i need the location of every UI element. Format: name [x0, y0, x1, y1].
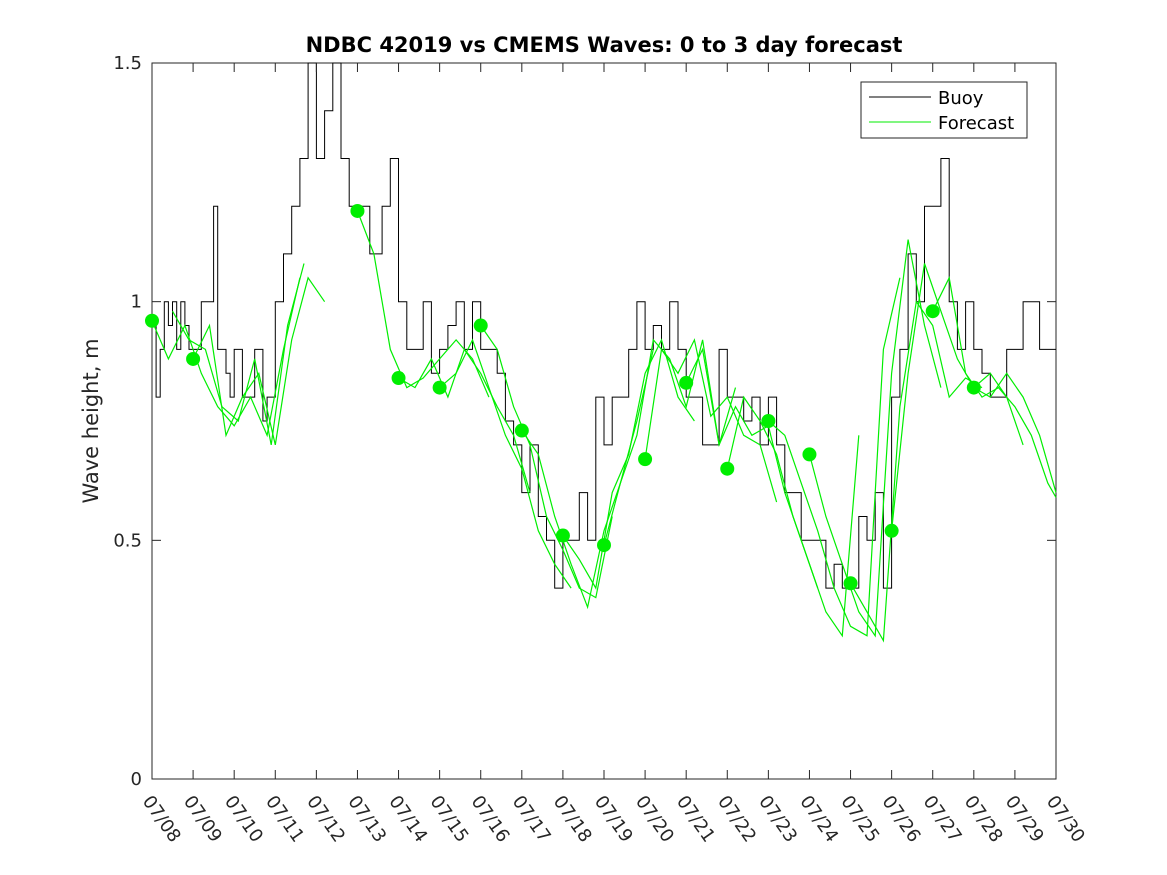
x-tick-label: 07/17 — [508, 792, 555, 847]
forecast-start-marker — [391, 371, 406, 386]
x-tick-label: 07/29 — [1001, 792, 1048, 847]
y-axis: 0 0.5 1 1.5 — [113, 53, 1056, 790]
y-tick-label: 0.5 — [113, 530, 142, 551]
plot-area — [145, 62, 1057, 780]
x-tick-label: 07/23 — [754, 792, 801, 847]
y-tick-label: 1.5 — [113, 53, 142, 74]
forecast-run-line — [644, 338, 778, 503]
forecast-start-marker — [884, 523, 899, 538]
forecast-start-marker — [432, 380, 447, 395]
legend-buoy-label: Buoy — [938, 88, 984, 109]
forecast-start-marker — [925, 304, 940, 319]
x-tick-label: 07/26 — [878, 792, 925, 847]
forecast-run-line — [192, 276, 326, 446]
x-tick-label: 07/22 — [713, 792, 760, 847]
forecast-start-marker — [350, 203, 365, 218]
forecast-run-line — [439, 338, 572, 589]
x-tick-label: 07/30 — [1042, 792, 1089, 847]
forecast-start-marker — [720, 461, 735, 476]
forecast-run-line — [973, 372, 1057, 493]
forecast-series — [151, 210, 1057, 643]
forecast-run-line — [562, 338, 695, 590]
y-axis-label: Wave height, m — [79, 338, 103, 503]
x-tick-label: 07/21 — [672, 792, 719, 847]
forecast-start-marker — [843, 576, 858, 591]
x-tick-label: 07/10 — [220, 792, 267, 847]
x-tick-label: 07/16 — [467, 792, 514, 847]
x-tick-label: 07/08 — [138, 792, 185, 847]
forecast-start-marker — [638, 452, 653, 467]
legend-forecast-label: Forecast — [938, 113, 1014, 134]
forecast-start-marker — [473, 318, 488, 333]
forecast-run-line — [891, 263, 1024, 531]
forecast-run-line — [171, 263, 305, 446]
forecast-start-marker — [514, 423, 529, 438]
forecast-start-marker — [186, 351, 201, 366]
buoy-line — [152, 62, 1056, 589]
forecast-start-marker — [597, 538, 611, 553]
x-tick-label: 07/18 — [549, 792, 596, 847]
forecast-run-line — [398, 348, 531, 493]
forecast-run-line — [151, 277, 301, 438]
y-tick-label: 0 — [131, 769, 142, 790]
forecast-start-marker — [761, 414, 776, 428]
x-tick-label: 07/19 — [590, 792, 637, 847]
forecast-start-marker — [145, 313, 159, 328]
x-tick-label: 07/14 — [384, 792, 431, 847]
x-tick-label: 07/11 — [261, 792, 308, 847]
x-tick-label: 07/12 — [302, 792, 349, 847]
forecast-run-line — [849, 300, 983, 643]
forecast-start-marker — [555, 528, 570, 543]
forecast-start-markers — [145, 203, 981, 591]
legend: Buoy Forecast — [860, 81, 1028, 139]
x-tick-label: 07/24 — [795, 792, 842, 847]
x-tick-label: 07/13 — [343, 792, 390, 847]
forecast-run-line — [726, 395, 860, 638]
forecast-start-marker — [679, 375, 694, 390]
legend-box — [860, 81, 1028, 139]
forecast-run-line — [768, 277, 901, 637]
forecast-start-marker — [966, 380, 981, 395]
x-tick-label: 07/09 — [179, 792, 226, 847]
x-tick-label: 07/27 — [919, 792, 966, 847]
buoy-series — [152, 62, 1056, 589]
x-tick-label: 07/20 — [631, 792, 678, 847]
x-tick-label: 07/15 — [426, 792, 473, 847]
forecast-start-marker — [802, 447, 817, 462]
x-tick-label: 07/28 — [960, 792, 1007, 847]
x-tick-label: 07/25 — [836, 792, 883, 847]
forecast-run-line — [932, 275, 1057, 498]
y-tick-label: 1 — [131, 292, 142, 313]
chart-title: NDBC 42019 vs CMEMS Waves: 0 to 3 day fo… — [306, 33, 903, 57]
